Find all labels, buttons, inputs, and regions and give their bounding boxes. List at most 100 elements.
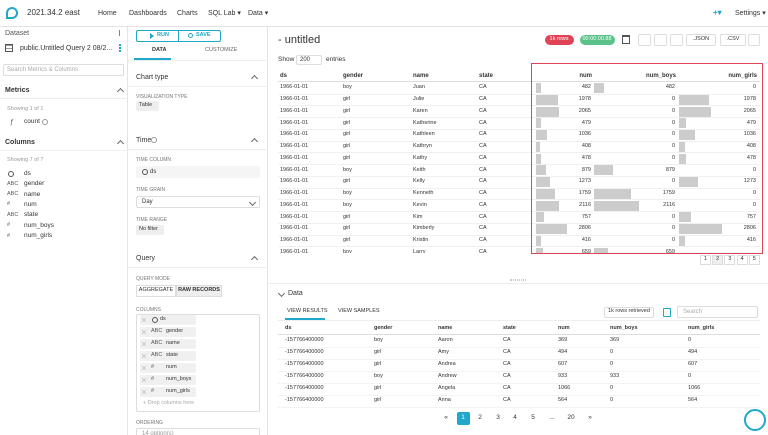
column[interactable]: num bbox=[24, 200, 37, 208]
tab[interactable]: CUSTOMIZE bbox=[205, 47, 238, 54]
column[interactable]: num_girls bbox=[24, 232, 53, 240]
column-header[interactable]: ds bbox=[280, 73, 288, 79]
cell: Julie bbox=[413, 96, 425, 102]
nav-link[interactable]: Data ▾ bbox=[248, 9, 269, 17]
page-button[interactable] bbox=[700, 255, 711, 265]
page-number[interactable]: 1 bbox=[703, 256, 708, 263]
remove-icon bbox=[142, 318, 146, 322]
page-number[interactable]: 3 bbox=[496, 413, 500, 421]
cell: CA bbox=[503, 373, 511, 380]
column-header[interactable]: num bbox=[579, 73, 592, 79]
page-button[interactable] bbox=[724, 255, 736, 265]
cell: 482 bbox=[665, 84, 675, 91]
column-type: # bbox=[151, 364, 155, 371]
nav-link[interactable]: Charts bbox=[177, 9, 198, 17]
icon-button[interactable] bbox=[654, 34, 667, 46]
row-border bbox=[278, 128, 760, 130]
row-border bbox=[278, 383, 760, 384]
range-button[interactable] bbox=[136, 225, 164, 235]
nav-link[interactable]: Dashboards bbox=[129, 9, 167, 17]
json-button[interactable]: .JSON bbox=[692, 36, 710, 43]
cell: 879 bbox=[665, 166, 675, 173]
divider bbox=[0, 98, 128, 99]
cell: 1273 bbox=[743, 178, 756, 185]
column[interactable]: num_boys bbox=[24, 221, 54, 229]
nav-link[interactable]: Home bbox=[98, 9, 117, 17]
icon-button[interactable] bbox=[686, 34, 716, 46]
column-chip[interactable] bbox=[140, 327, 196, 337]
select[interactable] bbox=[136, 428, 260, 435]
page-button[interactable] bbox=[736, 255, 748, 265]
column-header[interactable]: gender bbox=[343, 73, 364, 79]
settings-menu[interactable]: Settings ▾ bbox=[735, 9, 766, 17]
remove-icon bbox=[142, 354, 146, 358]
columns-box bbox=[136, 314, 260, 412]
page-number[interactable]: 4 bbox=[740, 256, 744, 263]
column-header[interactable]: name bbox=[413, 73, 429, 79]
page-number[interactable]: ... bbox=[549, 413, 555, 421]
column[interactable]: name bbox=[24, 190, 41, 198]
mode-button[interactable] bbox=[136, 285, 176, 297]
tab[interactable]: DATA bbox=[152, 47, 167, 54]
column-chip[interactable] bbox=[140, 339, 196, 349]
panel-heading: Dataset bbox=[5, 29, 30, 37]
select[interactable] bbox=[136, 196, 260, 208]
save-button[interactable] bbox=[178, 30, 221, 42]
cell: 478 bbox=[746, 154, 756, 161]
viz-button[interactable] bbox=[136, 101, 159, 111]
column-chip[interactable] bbox=[140, 315, 196, 325]
mode-button[interactable] bbox=[176, 285, 222, 297]
page-button[interactable] bbox=[748, 255, 760, 265]
cell-bar bbox=[679, 177, 699, 187]
page-number[interactable]: « bbox=[444, 413, 448, 421]
active-page[interactable] bbox=[457, 412, 470, 425]
page-number[interactable]: » bbox=[588, 413, 592, 421]
select[interactable] bbox=[136, 166, 260, 178]
column[interactable]: state bbox=[24, 211, 39, 219]
column-chip[interactable] bbox=[140, 375, 196, 385]
icon-button[interactable] bbox=[748, 34, 760, 46]
csv-button[interactable]: .CSV bbox=[726, 36, 740, 43]
cell: 478 bbox=[581, 154, 591, 161]
column[interactable]: gender bbox=[24, 180, 45, 188]
nav-link[interactable]: SQL Lab ▾ bbox=[208, 9, 241, 17]
icon-button[interactable] bbox=[638, 34, 651, 46]
search-box[interactable] bbox=[677, 306, 758, 318]
page-number[interactable]: 4 bbox=[513, 413, 517, 421]
dataset-name[interactable]: public.Untitled Query 2 08/2... bbox=[20, 44, 113, 52]
cell: 1966-01-01 bbox=[280, 201, 309, 208]
icon-button[interactable] bbox=[670, 34, 683, 46]
column-header[interactable]: num_boys bbox=[645, 73, 676, 79]
column-chip[interactable] bbox=[140, 351, 196, 361]
section-heading: Time bbox=[136, 136, 152, 144]
column-chip[interactable] bbox=[140, 363, 196, 373]
page-number[interactable]: 1 bbox=[461, 413, 465, 421]
page-number[interactable]: 3 bbox=[728, 256, 732, 263]
column[interactable]: ds bbox=[24, 169, 31, 177]
help-button[interactable] bbox=[744, 409, 766, 431]
add-menu[interactable]: +▾ bbox=[713, 8, 722, 17]
header-border bbox=[278, 81, 760, 82]
page-number[interactable]: 20 bbox=[567, 413, 575, 421]
page-number[interactable]: 5 bbox=[531, 413, 535, 421]
copy-icon[interactable] bbox=[663, 308, 671, 317]
dataset-menu[interactable] bbox=[119, 44, 121, 52]
page-size-select[interactable] bbox=[296, 55, 322, 65]
page-button[interactable] bbox=[712, 255, 724, 265]
page-number[interactable]: 2 bbox=[716, 256, 720, 263]
pane-tab[interactable]: VIEW RESULTS bbox=[287, 308, 328, 315]
search-box[interactable] bbox=[3, 64, 124, 76]
icon-button[interactable] bbox=[720, 34, 746, 46]
column-header[interactable]: num_girls bbox=[728, 73, 757, 79]
cell-bar bbox=[536, 224, 567, 234]
cell: girl bbox=[343, 107, 351, 114]
page-number[interactable]: 5 bbox=[752, 256, 756, 263]
column-chip[interactable] bbox=[140, 387, 196, 397]
page-number[interactable]: 2 bbox=[478, 413, 482, 421]
search-placeholder: Search Metrics & Columns bbox=[7, 67, 79, 73]
column-header[interactable]: state bbox=[479, 73, 494, 79]
column-type: ABC bbox=[7, 191, 19, 198]
cell: 494 bbox=[558, 349, 568, 356]
pane-tab[interactable]: VIEW SAMPLES bbox=[338, 308, 380, 315]
info-icon bbox=[42, 119, 48, 125]
